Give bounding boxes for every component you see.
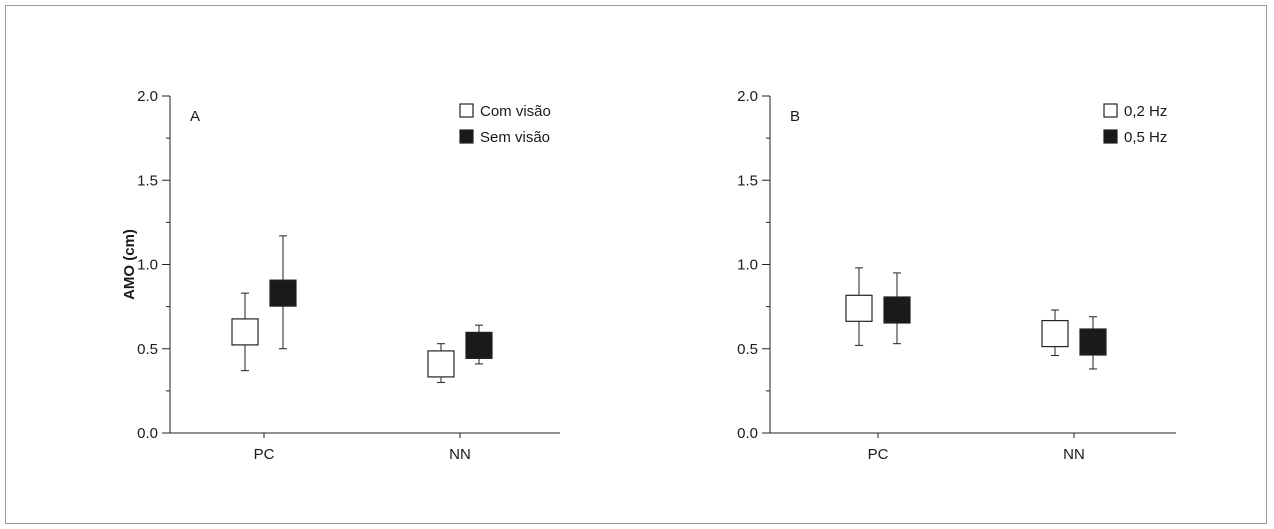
x-tick-label: PC [254,446,275,463]
data-point-marker [269,279,297,307]
x-tick-label: NN [449,446,471,463]
x-tick-label: PC [868,446,889,463]
data-point-marker [1041,319,1069,348]
y-tick-label: 1.5 [737,172,758,189]
data-point-marker [465,331,493,359]
legend-label: 0,2 Hz [1124,103,1167,120]
y-tick-label: 2.0 [137,88,158,105]
y-tick-label: 0.5 [737,341,758,358]
data-point-marker [427,350,455,378]
y-tick-label: 0.5 [137,341,158,358]
data-point-marker [1079,328,1107,356]
chart-panel-b: 0.0 0.5 1.0 1.5 2.0 B PC NN 0,2 Hz 0,5 Hz [737,88,1176,463]
y-tick-label: 1.0 [737,257,758,274]
legend-swatch [459,103,474,118]
y-tick-label: 1.5 [137,172,158,189]
data-point-marker [883,296,911,324]
y-tick-label: 0.0 [137,425,158,442]
legend-swatch [459,129,474,144]
figure-frame [5,5,1267,524]
legend-label: 0,5 Hz [1124,129,1167,146]
y-tick-label: 2.0 [737,88,758,105]
data-point-marker [231,318,259,346]
y-tick-label: 1.0 [137,257,158,274]
legend-swatch [1103,103,1118,118]
legend-swatch [1103,129,1118,144]
data-point-marker [845,294,873,322]
y-axis-label: AMO (cm) [121,229,138,300]
legend-label: Com visão [480,103,551,120]
legend-label: Sem visão [480,129,550,146]
x-tick-label: NN [1063,446,1085,463]
chart-panel-a: 0.0 0.5 1.0 1.5 2.0 AMO (cm) A PC NN Com visão Sem… [121,88,560,463]
y-tick-label: 0.0 [737,425,758,442]
panel-label: B [790,108,800,125]
panel-label: A [190,108,200,125]
